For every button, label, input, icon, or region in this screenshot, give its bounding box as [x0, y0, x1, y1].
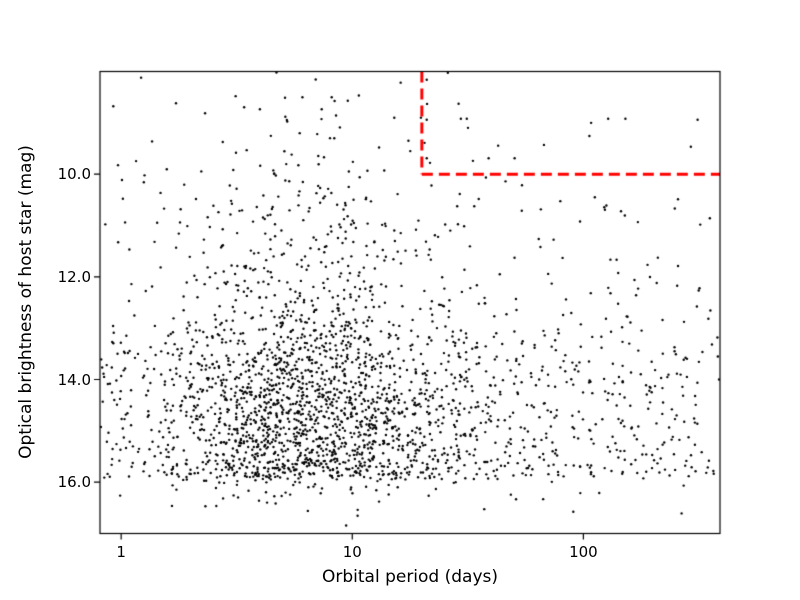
x-tick-label: 1 [116, 542, 126, 561]
x-tick-label: 100 [569, 542, 598, 561]
y-tick-label: 16.0 [57, 473, 91, 492]
y-tick-label: 12.0 [57, 267, 91, 286]
y-tick-label: 10.0 [57, 165, 91, 184]
y-tick-label: 14.0 [57, 370, 91, 389]
y-axis-label: Optical brightness of host star (mag) [16, 145, 36, 459]
x-axis-label: Orbital period (days) [321, 567, 499, 587]
x-tick-label: 10 [342, 542, 362, 561]
